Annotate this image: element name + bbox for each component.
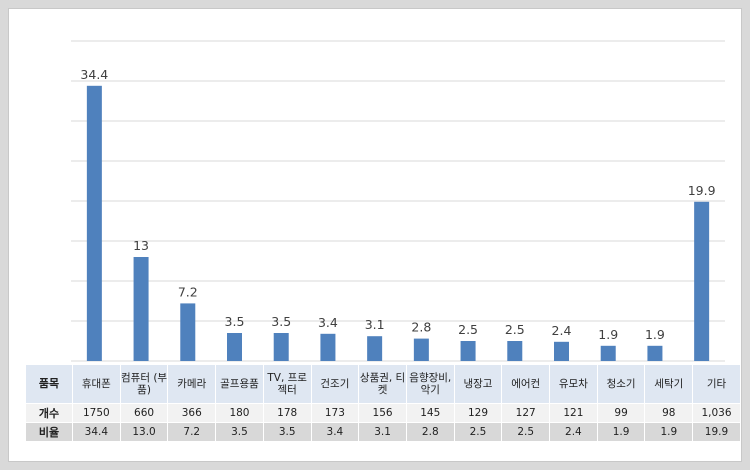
row-header-count: 개수	[25, 403, 73, 423]
ratio-row: 비율 34.4 13.0 7.2 3.5 3.5 3.4 3.1 2.8 2.5 2.5 2.4 1.…	[25, 422, 741, 442]
ratio-cell: 2.5	[453, 422, 503, 442]
count-cell: 1750	[72, 403, 121, 423]
data-table: 품목 휴대폰 컴퓨터 (부품) 카메라 골프용품 TV, 프로젝터 건조기 상품권, 티켓 음…	[25, 364, 741, 442]
count-cell: 1,036	[692, 403, 741, 423]
bar	[460, 341, 476, 361]
count-cell: 145	[405, 403, 455, 423]
category-cell: 냉장고	[453, 364, 503, 404]
category-cell: 음향장비, 악기	[405, 364, 455, 404]
ratio-cell: 19.9	[692, 422, 741, 442]
count-row: 개수 1750 660 366 180 178 173 156 145 129 127 121 99 9…	[25, 403, 741, 423]
category-cell: 골프용품	[215, 364, 264, 404]
chart-frame: 34.4 13 7.2 3.5 3.5 3.4 3.1 2.8 2.5 2.5 2.4 1.9 1.9 1…	[8, 8, 742, 462]
category-cell: TV, 프로젝터	[262, 364, 312, 404]
ratio-cell: 3.5	[262, 422, 312, 442]
bar	[367, 336, 383, 361]
bar	[554, 341, 569, 361]
row-header-ratio: 비율	[25, 422, 73, 442]
count-cell: 99	[596, 403, 646, 423]
count-cell: 660	[119, 403, 169, 423]
count-cell: 127	[501, 403, 551, 423]
ratio-cell: 1.9	[596, 422, 646, 442]
gridlines	[71, 40, 725, 362]
count-cell: 173	[310, 403, 360, 423]
count-cell: 121	[549, 403, 598, 423]
bar	[86, 85, 102, 362]
data-label: 2.5	[458, 322, 478, 337]
data-label: 3.5	[271, 314, 291, 329]
count-cell: 178	[262, 403, 312, 423]
category-cell: 카메라	[167, 364, 217, 404]
data-label: 3.1	[365, 317, 385, 332]
bar	[507, 341, 523, 361]
data-label: 13	[133, 238, 149, 253]
data-label: 34.4	[80, 67, 108, 82]
category-cell: 휴대폰	[72, 364, 121, 404]
ratio-cell: 2.4	[549, 422, 598, 442]
bar	[227, 333, 242, 361]
bar	[180, 303, 196, 361]
ratio-cell: 3.1	[358, 422, 407, 442]
count-cell: 129	[453, 403, 503, 423]
count-cell: 156	[358, 403, 407, 423]
data-label: 2.8	[411, 320, 431, 335]
data-label: 3.4	[318, 315, 338, 330]
ratio-cell: 13.0	[119, 422, 169, 442]
category-cell: 에어컨	[501, 364, 551, 404]
data-label: 3.5	[225, 314, 245, 329]
count-cell: 366	[167, 403, 217, 423]
bar	[320, 333, 336, 361]
data-label: 7.2	[178, 284, 198, 299]
ratio-cell: 2.8	[405, 422, 455, 442]
bar	[694, 201, 710, 361]
ratio-cell: 7.2	[167, 422, 217, 442]
category-row: 품목 휴대폰 컴퓨터 (부품) 카메라 골프용품 TV, 프로젝터 건조기 상품권, 티켓 음…	[25, 364, 741, 404]
ratio-cell: 3.5	[215, 422, 264, 442]
ratio-cell: 34.4	[72, 422, 121, 442]
bar	[133, 257, 149, 361]
bars	[86, 85, 710, 362]
bar	[600, 345, 616, 361]
data-label: 2.5	[505, 322, 525, 337]
ratio-cell: 3.4	[310, 422, 360, 442]
category-cell: 세탁기	[644, 364, 694, 404]
category-cell: 건조기	[310, 364, 360, 404]
count-cell: 98	[644, 403, 694, 423]
data-label: 1.9	[645, 327, 665, 342]
category-cell: 유모차	[549, 364, 598, 404]
category-cell: 상품권, 티켓	[358, 364, 407, 404]
bar	[647, 345, 663, 361]
data-label: 1.9	[598, 327, 618, 342]
ratio-cell: 1.9	[644, 422, 694, 442]
row-header-item: 품목	[25, 364, 73, 404]
data-label: 19.9	[688, 183, 716, 198]
category-cell: 청소기	[596, 364, 646, 404]
ratio-cell: 2.5	[501, 422, 551, 442]
bar	[273, 333, 289, 361]
category-cell: 컴퓨터 (부품)	[119, 364, 169, 404]
bar	[413, 338, 429, 361]
data-labels: 34.4 13 7.2 3.5 3.5 3.4 3.1 2.8 2.5 2.5 2.4 1.9 1.9 1…	[80, 67, 715, 342]
bar-chart: 34.4 13 7.2 3.5 3.5 3.4 3.1 2.8 2.5 2.5 2.4 1.9 1.9 1…	[71, 40, 725, 362]
category-cell: 기타	[692, 364, 741, 404]
data-label: 2.4	[552, 323, 572, 338]
count-cell: 180	[215, 403, 264, 423]
